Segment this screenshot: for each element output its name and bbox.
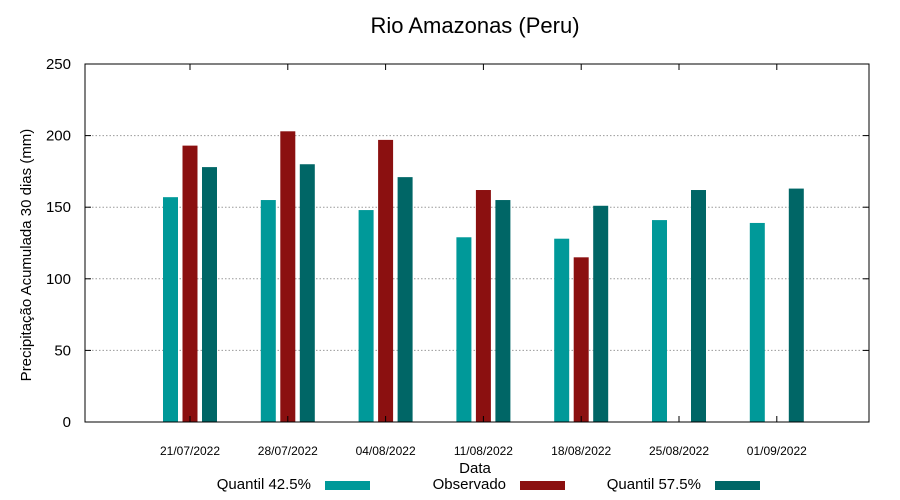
bar xyxy=(475,190,491,422)
legend-label: Observado xyxy=(433,476,506,493)
bar xyxy=(163,197,178,422)
bar xyxy=(358,210,374,422)
y-tick-label: 150 xyxy=(46,199,71,216)
legend-label: Quantil 57.5% xyxy=(607,476,701,493)
chart-title: Rio Amazonas (Peru) xyxy=(370,13,579,38)
bar xyxy=(280,131,296,422)
bar xyxy=(691,190,706,422)
legend-swatch xyxy=(520,481,565,490)
bar xyxy=(495,200,511,422)
y-tick-label: 200 xyxy=(46,128,71,145)
bar xyxy=(202,167,217,422)
x-axis-label: Data xyxy=(459,460,491,477)
bar xyxy=(456,237,472,422)
bar xyxy=(573,257,589,422)
legend-swatch xyxy=(325,481,370,490)
y-tick-label: 50 xyxy=(54,342,71,359)
bar xyxy=(182,145,198,422)
x-tick-label: 21/07/2022 xyxy=(160,444,220,458)
bar xyxy=(788,188,804,422)
bar xyxy=(652,220,667,422)
legend-label: Quantil 42.5% xyxy=(217,476,311,493)
bar xyxy=(299,164,315,423)
bar xyxy=(749,222,765,422)
y-tick-label: 0 xyxy=(63,414,71,431)
x-tick-label: 11/08/2022 xyxy=(454,444,513,458)
x-tick-label: 25/08/2022 xyxy=(649,444,709,458)
y-tick-label: 100 xyxy=(46,271,71,288)
y-tick-label: 250 xyxy=(46,56,71,73)
bar xyxy=(593,205,609,422)
legend-swatch xyxy=(715,481,760,490)
bar xyxy=(260,200,276,422)
bar xyxy=(378,139,394,422)
bar xyxy=(554,238,570,422)
plot-frame xyxy=(84,63,870,423)
bar xyxy=(397,177,413,422)
y-axis-label: Precipitação Acumulada 30 dias (mm) xyxy=(18,129,35,382)
x-tick-label: 28/07/2022 xyxy=(258,444,318,458)
x-tick-label: 18/08/2022 xyxy=(551,444,611,458)
x-tick-label: 01/09/2022 xyxy=(747,444,807,458)
x-tick-label: 04/08/2022 xyxy=(356,444,416,458)
